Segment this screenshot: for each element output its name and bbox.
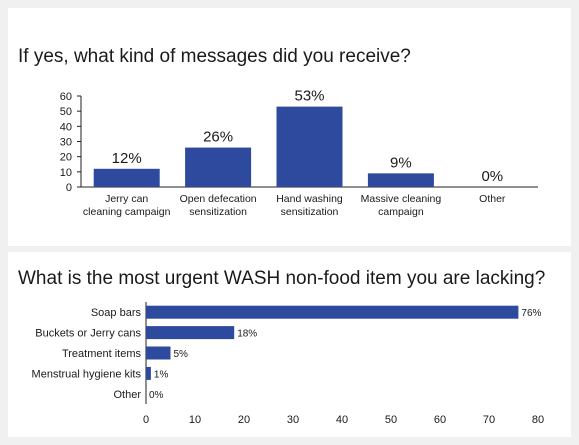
bar [367, 173, 434, 187]
y-tick-label: 20 [60, 152, 72, 164]
nfi-chart-panel: What is the most urgent WASH non-food it… [8, 252, 571, 437]
x-tick-label: 20 [238, 414, 250, 426]
x-tick-label: 50 [385, 414, 397, 426]
x-tick-label: 10 [189, 414, 201, 426]
bar [185, 147, 252, 187]
x-tick-label: 70 [483, 414, 495, 426]
bar [146, 366, 151, 380]
x-tick-label: cleaning campaign [83, 206, 171, 218]
y-tick-label: 40 [60, 121, 72, 133]
chart-title: What is the most urgent WASH non-food it… [18, 268, 546, 289]
y-tick-label: 30 [60, 137, 72, 149]
data-label: 5% [174, 349, 189, 360]
x-tick-label: 60 [434, 414, 446, 426]
bar [146, 305, 519, 319]
messages-chart-panel: If yes, what kind of messages did you re… [8, 8, 571, 246]
x-tick-label: Hand washing [276, 193, 343, 205]
x-tick-label: sensitization [281, 206, 339, 218]
y-tick-label: 50 [60, 106, 72, 118]
nfi-hbar-chart: Soap bars 76% Buckets or Jerry cans 18% Trea… [32, 302, 544, 426]
y-tick-label: 0 [66, 182, 72, 194]
x-tick-label: Massive cleaning [361, 193, 442, 205]
x-tick-label: 40 [336, 414, 348, 426]
data-label: 0% [149, 390, 164, 401]
x-tick-label: sensitization [189, 206, 247, 218]
y-tick-label: 60 [60, 91, 72, 103]
bar [146, 326, 235, 340]
category-label: Menstrual hygiene kits [32, 368, 142, 380]
x-tick-label: Open defecation [180, 193, 257, 205]
data-label: 12% [112, 150, 142, 167]
data-label: 1% [154, 369, 169, 380]
x-tick-label: Other [479, 193, 506, 205]
data-label: 9% [390, 154, 412, 171]
x-tick-label: 30 [287, 414, 299, 426]
x-tick-label: 80 [532, 414, 544, 426]
data-label: 18% [237, 329, 257, 340]
x-tick-label: campaign [378, 206, 424, 218]
category-label: Buckets or Jerry cans [35, 328, 141, 340]
chart-title: If yes, what kind of messages did you re… [18, 46, 411, 67]
bar [276, 106, 343, 187]
data-label: 0% [481, 168, 503, 185]
category-label: Treatment items [62, 348, 142, 360]
y-tick-label: 10 [60, 167, 72, 179]
category-label: Soap bars [91, 307, 142, 319]
data-label: 53% [294, 88, 324, 105]
data-label: 26% [203, 129, 233, 146]
x-tick-label: Jerry can [105, 193, 148, 205]
bar [93, 168, 160, 187]
x-tick-label: 0 [143, 414, 149, 426]
data-label: 76% [521, 308, 541, 319]
category-label: Other [113, 389, 141, 401]
bar [146, 346, 171, 360]
